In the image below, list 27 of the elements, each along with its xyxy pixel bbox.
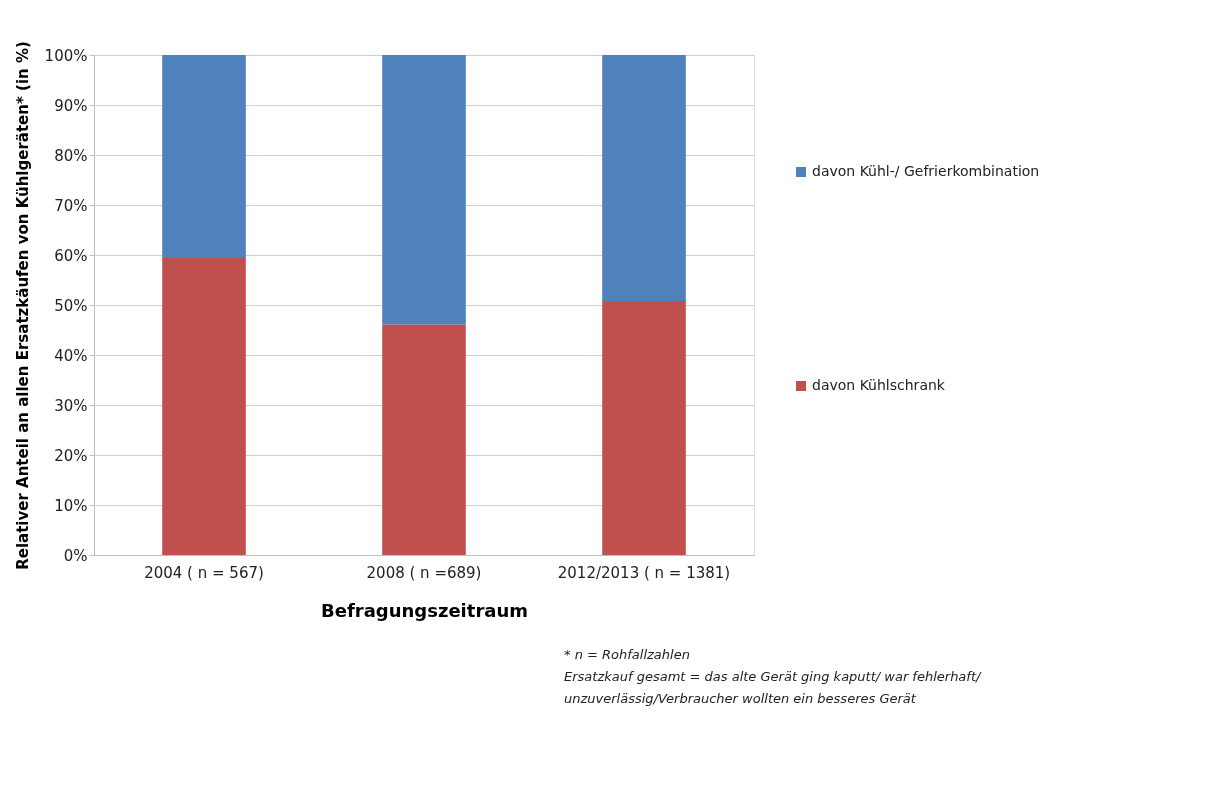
bar (602, 301, 686, 555)
x-tick-label: 2004 ( n = 567) (144, 563, 264, 582)
y-tick-label: 0% (63, 546, 88, 565)
bar (162, 55, 246, 258)
y-tick-label: 60% (54, 246, 88, 265)
legend-label: davon Kühl-/ Gefrierkombination (812, 163, 1040, 179)
x-tick-label: 2008 ( n =689) (366, 563, 482, 582)
y-tick-label: 100% (44, 46, 88, 65)
y-tick-label: 90% (54, 96, 88, 115)
bar (602, 55, 686, 301)
y-tick-label: 70% (54, 196, 88, 215)
x-axis-title: Befragungszeitraum (321, 599, 528, 621)
bar (162, 258, 246, 555)
y-tick-label: 80% (54, 146, 88, 165)
text: unzuverlässig/Verbraucher wollten ein besseres Gerät (564, 691, 917, 706)
y-tick-label: 10% (54, 496, 88, 515)
legend-label: davon Kühlschrank (812, 377, 946, 393)
y-tick-label: 50% (54, 296, 88, 315)
text: Ersatzkauf gesamt = das alte Gerät ging kaputt/ war fehlerhaft/ (564, 669, 983, 684)
y-tick-label: 40% (54, 346, 88, 365)
x-tick-label: 2012/2013 ( n = 1381) (557, 563, 731, 582)
y-tick-label: 20% (54, 446, 88, 465)
y-tick-label: 30% (54, 396, 88, 415)
bar (382, 55, 466, 325)
bar (382, 324, 466, 555)
y-axis-title: Relativer Anteil an allen Ersatzkäufen von Kühlgeräten* (in %) (13, 41, 32, 570)
text: * n = Rohfallzahlen (564, 647, 690, 662)
